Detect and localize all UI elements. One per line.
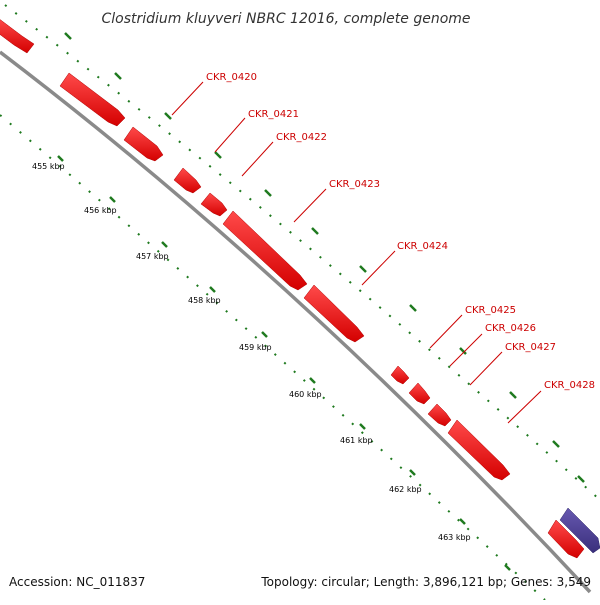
ruler-label: 461 kbp [340, 436, 373, 445]
outer-dotted-track [4, 4, 600, 501]
gene-arrow-ckr-0428b[interactable] [447, 419, 511, 481]
gene-label-ckr-0420: CKR_0420 [206, 72, 257, 83]
inner-ruler-ticks [57, 155, 511, 571]
gene-arrow-ckr-0425[interactable] [303, 284, 365, 343]
ruler-dotted-tracks [0, 4, 600, 601]
genome-summary-text: Topology: circular; Length: 3,896,121 bp… [260, 575, 591, 589]
ruler-label: 455 kbp [32, 162, 65, 171]
gene-track-forward [0, 18, 585, 559]
ruler-label: 463 kbp [438, 533, 471, 542]
gene-label-leaders [171, 81, 542, 424]
gene-arrow-ckr-0428a[interactable] [427, 403, 452, 427]
gene-arrow-ckr-0423[interactable] [200, 192, 228, 217]
gene-arrow-ckr-0421[interactable] [123, 126, 164, 162]
gene-arrow-bottom-right[interactable] [547, 519, 585, 559]
ruler-label: 462 kbp [389, 485, 422, 494]
gene-label-ckr-0422: CKR_0422 [276, 132, 327, 143]
gene-label-ckr-0421: CKR_0421 [248, 109, 299, 120]
gene-label-ckr-0428: CKR_0428 [544, 380, 595, 391]
outer-ruler-ticks [64, 32, 585, 483]
gene-arrow-ckr-0427[interactable] [408, 382, 431, 405]
gene-label-ckr-0427: CKR_0427 [505, 342, 556, 353]
gene-arrow-top-left[interactable] [0, 18, 35, 54]
gene-arrow-reverse[interactable] [559, 507, 600, 554]
ruler-label: 457 kbp [136, 252, 169, 261]
gene-label-ckr-0423: CKR_0423 [329, 179, 380, 190]
gene-arrow-ckr-0420[interactable] [59, 72, 126, 127]
ruler-label: 458 kbp [188, 296, 221, 305]
gene-label-ckr-0426: CKR_0426 [485, 323, 536, 334]
accession-text: Accession: NC_011837 [9, 575, 145, 589]
ruler-labels: 455 kbp 456 kbp 457 kbp 458 kbp 459 kbp … [32, 162, 471, 542]
ruler-label: 459 kbp [239, 343, 272, 352]
map-title: Clostridium kluyveri NBRC 12016, complet… [101, 11, 470, 27]
gene-arrow-ckr-0424[interactable] [222, 210, 308, 291]
genome-backbone [0, 50, 592, 594]
gene-label-ckr-0424: CKR_0424 [397, 241, 448, 252]
gene-arrow-ckr-0426[interactable] [390, 365, 410, 385]
gene-arrow-ckr-0422[interactable] [173, 167, 202, 194]
ruler-label: 460 kbp [289, 390, 322, 399]
gene-label-ckr-0425: CKR_0425 [465, 305, 516, 316]
ruler-label: 456 kbp [84, 206, 117, 215]
gene-labels: CKR_0420 CKR_0421 CKR_0422 CKR_0423 CKR_… [206, 72, 595, 391]
inner-dotted-track [0, 114, 546, 601]
